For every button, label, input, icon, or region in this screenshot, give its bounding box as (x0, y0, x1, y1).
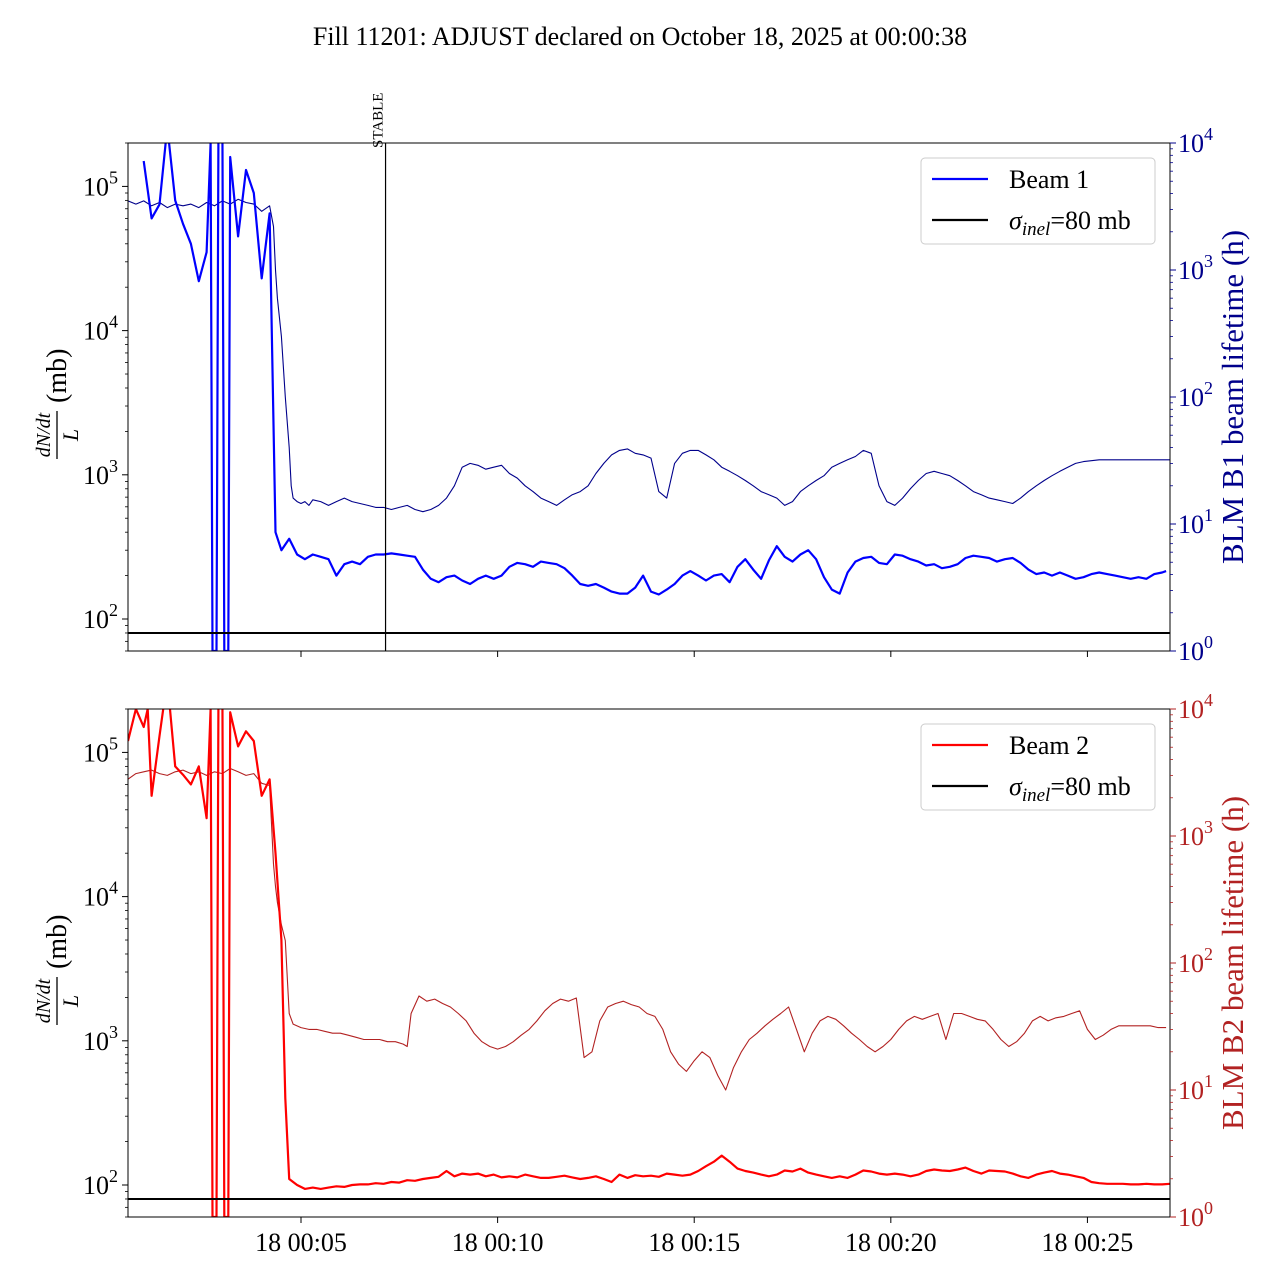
beam1-cross-section-line (142, 143, 1167, 651)
left-tick-label: 102 (83, 1166, 118, 1200)
bottom-left-axis-title: dN/dt L (mb) (33, 915, 83, 1025)
top-left-axis-title: dN/dt L (mb) (33, 349, 83, 459)
right-tick-label: 102 (1178, 944, 1213, 978)
right-tick-label: 101 (1178, 1071, 1213, 1105)
stable-marker-label: STABLE (371, 93, 387, 148)
top-ylabel-denominator: L (58, 429, 83, 442)
top-right-axis-title: BLM B1 beam lifetime (h) (1215, 230, 1250, 564)
bottom-right-axis-title: BLM B2 beam lifetime (h) (1215, 796, 1250, 1130)
right-tick-label: 103 (1178, 817, 1213, 851)
right-tick-label: 104 (1178, 124, 1213, 158)
top-ylabel-numerator: dN/dt (33, 412, 55, 457)
left-tick-label: 102 (83, 600, 118, 634)
left-tick-label: 103 (83, 1022, 118, 1056)
x-tick-label: 18 00:10 (452, 1228, 544, 1257)
top-panel: 102 103 104 105 100 101 102 103 104 STABLE dN/dt… (33, 93, 1250, 666)
beam1-lifetime-line (128, 198, 1170, 513)
bottom-plot-area (128, 709, 1170, 1217)
left-tick-label: 104 (83, 878, 118, 912)
right-tick-label: 102 (1178, 378, 1213, 412)
x-tick-label: 18 00:15 (648, 1228, 740, 1257)
bottom-legend: Beam 2 σinel=80 mb (920, 723, 1156, 811)
legend-label-sigma-inel: σinel=80 mb (1009, 772, 1131, 806)
bottom-axis-ticks: 102 103 104 105 100 101 102 103 104 18 00:05 18 00… (83, 690, 1213, 1257)
left-tick-label: 103 (83, 456, 118, 490)
x-tick-label: 18 00:05 (255, 1228, 347, 1257)
chart-title: Fill 11201: ADJUST declared on October 1… (313, 22, 967, 51)
top-ylabel-unit: (mb) (42, 349, 73, 403)
left-tick-label: 105 (83, 733, 118, 767)
right-tick-label: 100 (1178, 632, 1213, 666)
legend-label-sigma-inel: σinel=80 mb (1009, 206, 1131, 240)
top-legend: Beam 1 σinel=80 mb (920, 157, 1156, 245)
right-tick-label: 100 (1178, 1198, 1213, 1232)
top-axis-ticks: 102 103 104 105 100 101 102 103 104 (83, 124, 1213, 666)
legend-label-beam1: Beam 1 (1009, 165, 1089, 194)
beam2-lifetime-line (128, 767, 1167, 1091)
bottom-ylabel-unit: (mb) (42, 915, 73, 969)
right-tick-label: 103 (1178, 251, 1213, 285)
left-tick-label: 105 (83, 167, 118, 201)
x-tick-label: 18 00:25 (1042, 1228, 1134, 1257)
x-tick-label: 18 00:20 (845, 1228, 937, 1257)
beam2-cross-section-line (128, 709, 1170, 1217)
bottom-panel: 102 103 104 105 100 101 102 103 104 18 00:05 18 00… (33, 690, 1250, 1257)
legend-label-beam2: Beam 2 (1009, 731, 1089, 760)
bottom-ylabel-denominator: L (58, 995, 83, 1008)
bottom-ylabel-numerator: dN/dt (33, 978, 55, 1023)
left-tick-label: 104 (83, 312, 118, 346)
top-plot-area (128, 143, 1170, 651)
right-tick-label: 104 (1178, 690, 1213, 724)
right-tick-label: 101 (1178, 505, 1213, 539)
